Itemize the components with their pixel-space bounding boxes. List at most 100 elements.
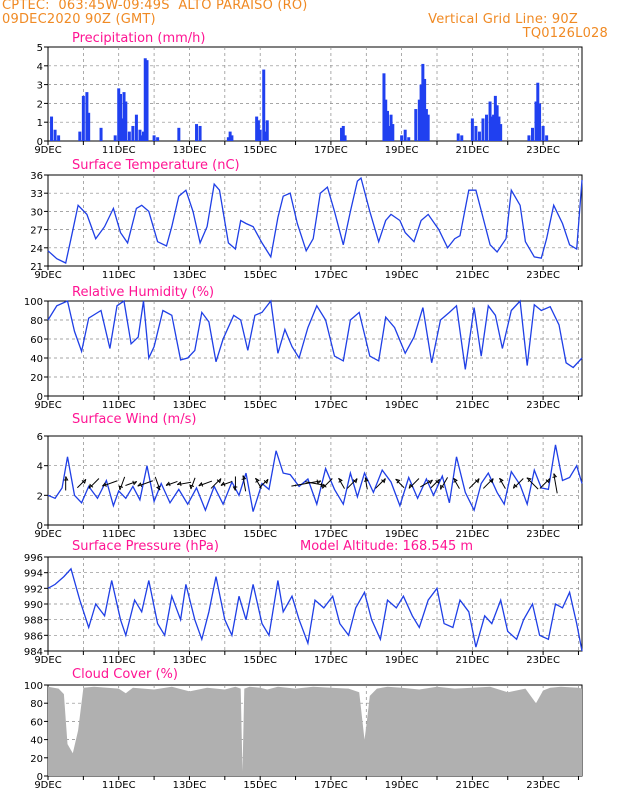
wind-arrow-head [241,475,247,480]
wind-arrow-shaft [154,476,161,491]
precip-bar [230,135,234,141]
precip-bar [497,116,501,141]
cloud-xtick-label: 15DEC [243,780,277,791]
precip-bar [423,78,427,141]
wind-arrow [137,480,153,487]
temp-panel: 21 24 27 30 33 36 9DEC 11DEC 13DEC 15DEC 17DEC 19DE… [30,158,583,281]
precip-xtick-label: 9DEC [34,145,61,156]
precip-bar [53,129,57,141]
rh-ytick-label: 0 [37,392,43,403]
temp-xtick-label: 11DEC [102,270,136,281]
cloud-ytick-label: 20 [30,754,43,765]
cloud-ytick-label: 0 [37,772,43,783]
wind-arrow-head [545,478,551,484]
wind-arrow [220,480,233,487]
pressure-ytick-label: 990 [24,600,43,611]
precip-bar [387,125,391,141]
rh-xtick-label: 15DEC [243,400,277,411]
rh-xtick-label: 9DEC [34,400,61,411]
rh-ytick-label: 60 [30,335,43,346]
wind-xtick-label: 19DEC [385,529,419,540]
precip-bar [118,94,122,141]
rh-frame [47,300,583,397]
wind-arrow-shaft [190,477,196,490]
precip-bar [122,92,126,141]
wind-arrow [338,477,345,489]
wind-arrow-head [408,483,414,489]
wind-arrow-head [440,484,445,490]
wind-series-line [47,444,583,513]
precip-bar [403,129,407,141]
precip-bar [527,135,531,141]
wind-arrow [210,478,222,489]
precip-ytick-label: 2 [37,99,43,110]
wind-arrow [198,480,213,487]
pressure-panel: 984 986 988 990 992 994 996 9DEC 11DEC 13DEC 15DEC… [24,539,583,666]
wind-frame [47,435,583,526]
precip-bar [140,135,144,141]
wind-arrow [482,478,494,489]
pressure-annotation: Model Altitude: 168.545 m [300,539,473,554]
wind-ytick-label: 4 [37,462,43,473]
pressure-xtick-label: 15DEC [243,655,277,666]
wind-arrow-shaft [102,480,118,487]
precip-bar [414,109,418,141]
wind-arrow [63,476,69,491]
precip-bar [492,114,496,141]
precip-bar [341,125,345,141]
cloud-xtick-label: 9DEC [34,780,61,791]
precip-bar [481,118,485,141]
precip-bar [131,125,135,141]
wind-arrow-head [216,478,222,484]
precip-bar [258,129,262,141]
temp-ytick-label: 21 [30,262,43,273]
wind-arrow-shaft [242,475,247,492]
wind-arrow-head [176,481,182,487]
temp-xtick-label: 21DEC [456,270,490,281]
wind-arrow [375,478,386,489]
wind-arrow-shaft [364,477,368,490]
pressure-xtick-label: 19DEC [385,655,419,666]
wind-xtick-label: 21DEC [456,529,490,540]
precip-bar [538,103,542,141]
wind-arrow-head [156,485,161,491]
wind-arrow-shaft [220,480,233,486]
wind-arrow-head [198,481,204,487]
cloud-xtick-label: 13DEC [173,780,207,791]
wind-arrow-head [81,479,87,485]
precip-bar [382,73,386,141]
pressure-ytick-label: 992 [24,584,43,595]
wind-arrow-head [132,480,138,486]
temp-xtick-label: 23DEC [526,270,560,281]
rh-panel: 0 20 40 60 80 100 9DEC 11DEC 13DEC 15DEC 17DEC 19DE… [24,285,583,411]
rh-xtick-label: 21DEC [456,400,490,411]
wind-arrow-head [263,479,269,485]
precip-ytick-label: 3 [37,81,43,92]
rh-ytick-label: 100 [24,297,43,308]
temp-xtick-label: 19DEC [385,270,419,281]
precip-bar [138,129,142,141]
temp-series-line [47,176,583,264]
precip-bar [426,114,430,141]
wind-arrow-shaft [539,478,551,489]
precip-ytick-label: 1 [37,118,43,129]
wind-arrow-shaft [119,476,126,491]
wind-panel: 0 2 4 6 9DEC 11DEC 13DEC 15DEC 17DEC 19DEC 21DEC 23… [34,412,583,540]
precip-bar [419,84,423,141]
cloud-ytick-label: 60 [30,717,43,728]
precip-xtick-label: 23DEC [526,145,560,156]
wind-arrow-shaft [430,478,440,489]
precip-bar [499,124,503,141]
grid-note: Vertical Grid Line: 90Z [428,12,578,27]
precip-bar [421,63,425,141]
wind-arrow-shaft [88,478,100,489]
precip-bar [124,101,128,141]
precip-bar [417,99,421,141]
wind-arrow-head [232,486,238,491]
wind-arrow-shaft [395,478,405,489]
pressure-series-line [47,567,583,652]
wind-arrow [176,481,192,487]
wind-arrow-head [526,477,532,482]
wind-arrow [125,480,138,486]
